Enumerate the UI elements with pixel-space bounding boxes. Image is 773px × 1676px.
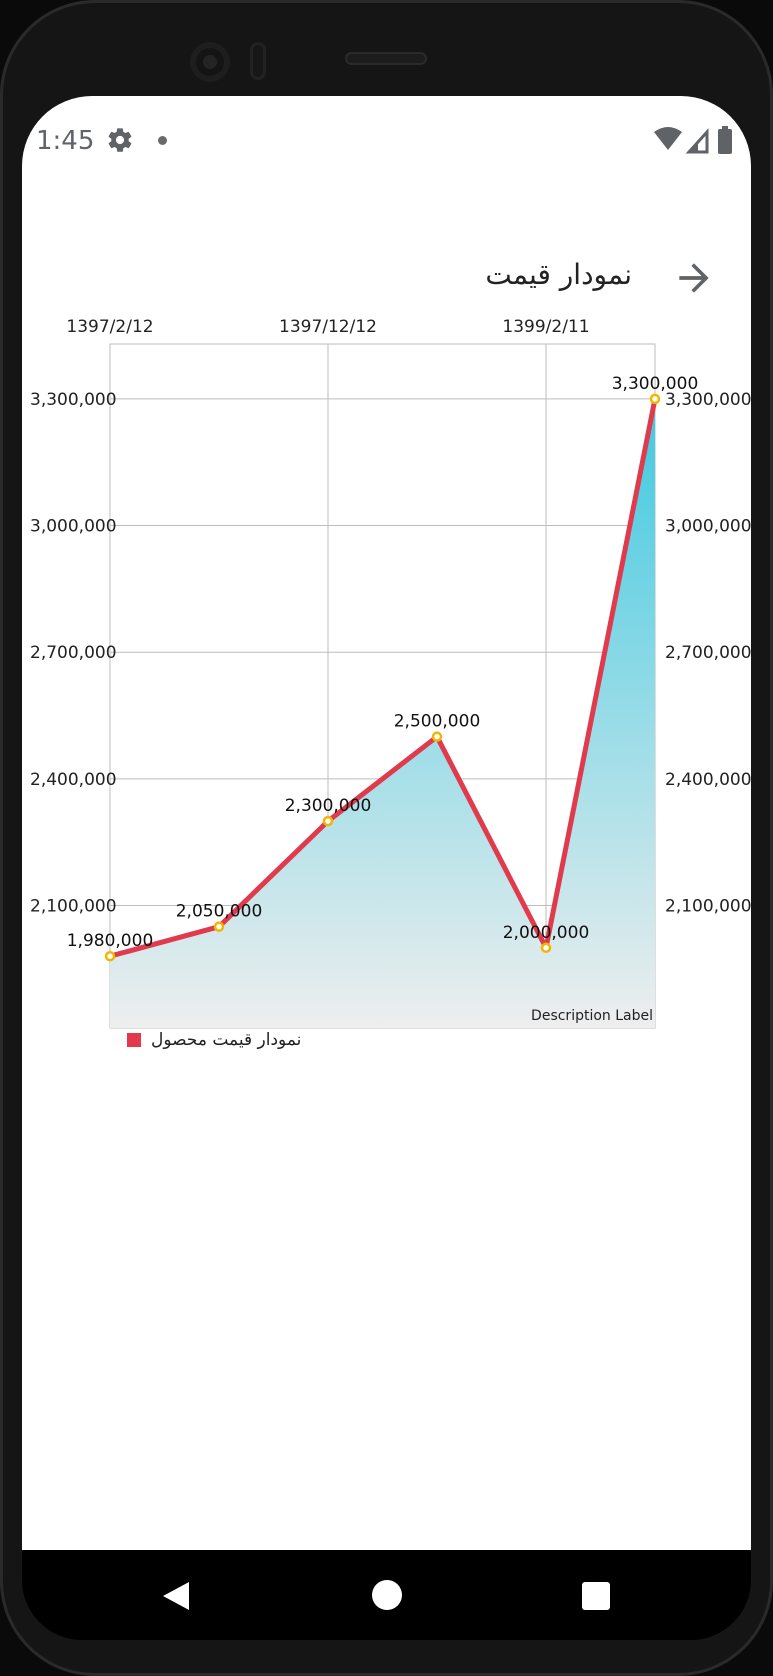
data-label: 2,000,000 bbox=[503, 923, 590, 943]
y-tick-label-left: 2,700,000 bbox=[30, 643, 117, 663]
legend-label: نمودار قیمت محصول bbox=[151, 1030, 302, 1050]
x-tick-label: 1397/2/12 bbox=[66, 317, 153, 337]
wifi-icon bbox=[654, 127, 682, 150]
battery-icon bbox=[718, 129, 732, 154]
data-point bbox=[104, 950, 116, 962]
data-label: 3,300,000 bbox=[612, 374, 699, 394]
y-tick-label-right: 2,700,000 bbox=[665, 643, 751, 663]
y-tick-label-right: 2,100,000 bbox=[665, 897, 751, 917]
y-tick-label-right: 3,000,000 bbox=[665, 517, 751, 537]
data-point bbox=[540, 942, 552, 954]
app-bar: نمودار قیمت bbox=[22, 236, 751, 326]
y-tick-label-right: 3,300,000 bbox=[665, 390, 751, 410]
data-label: 2,050,000 bbox=[176, 902, 263, 922]
data-point bbox=[431, 731, 443, 742]
proximity-sensor bbox=[250, 42, 266, 80]
y-tick-label-left: 3,300,000 bbox=[30, 390, 117, 410]
data-label: 2,300,000 bbox=[285, 796, 372, 816]
x-tick-label: 1399/2/11 bbox=[502, 317, 589, 337]
status-time: 1:45 bbox=[36, 126, 95, 156]
arrow-right-icon[interactable] bbox=[672, 256, 716, 300]
data-point bbox=[649, 393, 661, 405]
series-line bbox=[109, 398, 658, 959]
gear-icon bbox=[108, 128, 132, 152]
screen: 1:45 نمودار قیمت 2,100,000 2,100,000 2,400… bbox=[22, 96, 751, 1550]
x-tick-label: 1397/12/12 bbox=[279, 317, 377, 337]
data-point bbox=[322, 815, 334, 827]
data-point bbox=[213, 921, 225, 932]
status-bar: 1:45 bbox=[22, 96, 751, 186]
y-tick-label-left: 3,000,000 bbox=[30, 517, 117, 537]
y-tick-label-left: 2,400,000 bbox=[30, 770, 117, 790]
price-chart: 2,100,000 2,100,000 2,400,000 2,400,000 2,70… bbox=[22, 96, 751, 1096]
notification-dot-icon bbox=[158, 136, 167, 145]
navigation-bar bbox=[22, 1550, 751, 1640]
description-label: Description Label bbox=[531, 1008, 653, 1024]
back-triangle-icon[interactable] bbox=[159, 1578, 195, 1614]
home-circle-icon[interactable] bbox=[372, 1580, 402, 1610]
data-label: 2,500,000 bbox=[394, 712, 481, 732]
chart-svg: 2,100,000 2,100,000 2,400,000 2,400,000 2,70… bbox=[30, 317, 751, 1029]
legend-swatch bbox=[127, 1033, 141, 1047]
front-camera bbox=[190, 42, 230, 82]
chart-legend: نمودار قیمت محصول bbox=[127, 1026, 301, 1054]
page-title: نمودار قیمت bbox=[485, 258, 632, 291]
series-area bbox=[110, 398, 655, 1028]
y-tick-label-left: 2,100,000 bbox=[30, 897, 117, 917]
y-tick-label-right: 2,400,000 bbox=[665, 770, 751, 790]
data-label: 1,980,000 bbox=[67, 931, 154, 951]
earpiece-speaker bbox=[345, 52, 427, 65]
system-status-icons bbox=[654, 126, 732, 154]
recents-square-icon[interactable] bbox=[582, 1582, 610, 1610]
